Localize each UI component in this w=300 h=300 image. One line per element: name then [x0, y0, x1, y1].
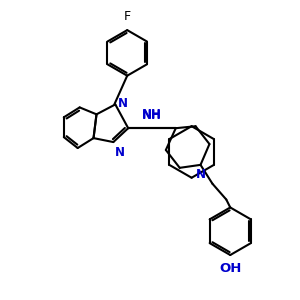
Text: N: N: [196, 168, 206, 181]
Text: NH: NH: [142, 108, 162, 121]
Text: OH: OH: [219, 262, 242, 275]
Text: N: N: [115, 146, 125, 159]
Text: N: N: [118, 97, 128, 110]
Text: F: F: [124, 10, 131, 23]
Text: NH: NH: [142, 109, 162, 122]
